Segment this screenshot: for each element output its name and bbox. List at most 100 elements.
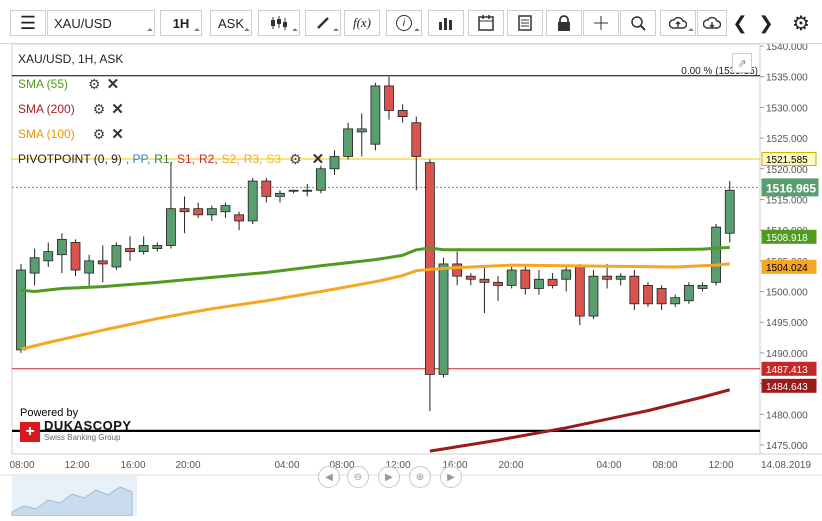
timeframe-select[interactable]: 1H: [160, 10, 202, 36]
bull-candle: [588, 275, 599, 317]
pivot-r1-label: R1,: [154, 152, 173, 166]
gear-icon: ⚙: [792, 12, 810, 35]
pivot-s2-label: S2,: [221, 152, 240, 166]
upload-button[interactable]: [660, 10, 696, 36]
bull-candle: [724, 189, 735, 234]
settings-button[interactable]: ⚙: [790, 10, 812, 36]
price-tag-label: 1516.965: [766, 181, 816, 195]
expand-chart-button[interactable]: ⇗: [732, 53, 752, 73]
dropdown-caret-icon: [244, 28, 250, 34]
sheet-button[interactable]: [507, 10, 543, 36]
next-page-button[interactable]: ▶: [440, 466, 462, 488]
dropdown-caret-icon: [194, 28, 200, 34]
chart-area[interactable]: 1475.0001480.0001485.0001490.0001495.000…: [0, 42, 822, 517]
bull-candle: [561, 269, 572, 280]
x-tick-label: 08:00: [9, 460, 34, 471]
x-tick-label: 08:00: [652, 460, 677, 471]
bear-candle: [384, 85, 394, 111]
indicator-pivotpoint[interactable]: PIVOTPOINT (0, 9) , PP, R1, S1, R2, S2, …: [18, 150, 328, 169]
candlestick-icon: [271, 16, 287, 30]
x-tick-label: 14.08.2019: [761, 460, 811, 471]
close-icon[interactable]: ✕: [311, 151, 325, 168]
toolbar: ☰ XAU/USD 1H ASK f(x) i: [0, 0, 822, 44]
crosshair-button[interactable]: [583, 10, 619, 36]
download-button[interactable]: [697, 10, 727, 36]
bull-candle: [275, 192, 285, 197]
next-page-icon: ▶: [447, 471, 455, 483]
indicator-sma200[interactable]: SMA (200) ⚙ ✕: [18, 100, 124, 119]
price-chart[interactable]: 1475.0001480.0001485.0001490.0001495.000…: [0, 42, 822, 517]
indicator-sma55[interactable]: SMA (55) ⚙ ✕: [18, 75, 120, 94]
bar-chart-button[interactable]: [428, 10, 464, 36]
brand-name: DUKASCOPY: [44, 418, 132, 433]
info-icon: i: [396, 15, 412, 31]
bar-chart-icon: [439, 18, 452, 30]
bear-candle: [193, 208, 204, 216]
menu-icon: ☰: [19, 12, 37, 33]
percent-change-label: 0.00 % (1535.15): [681, 66, 758, 77]
bear-candle: [452, 263, 463, 277]
calendar-button[interactable]: [468, 10, 504, 36]
bull-candle: [56, 238, 67, 256]
symbol-input[interactable]: XAU/USD: [47, 10, 155, 36]
close-icon[interactable]: ✕: [111, 101, 124, 118]
chevron-right-icon: ❯: [758, 12, 774, 33]
bull-candle: [152, 245, 163, 249]
y-tick-label: 1535.000: [766, 73, 808, 84]
chart-header: XAU/USD, 1H, ASK: [18, 52, 123, 66]
menu-button[interactable]: ☰: [10, 10, 46, 36]
download-icon: [703, 16, 721, 29]
y-tick-label: 1530.000: [766, 103, 808, 114]
scroll-right-button[interactable]: ❯: [756, 10, 776, 36]
gear-icon[interactable]: ⚙: [92, 125, 106, 142]
price-tag-label: 1521.585: [766, 155, 808, 166]
bull-candle: [683, 284, 694, 302]
x-tick-label: 04:00: [596, 460, 621, 471]
draw-icon: [317, 17, 329, 29]
price-tag-label: 1484.643: [766, 382, 808, 393]
gear-icon[interactable]: ⚙: [92, 100, 106, 117]
lock-button[interactable]: [546, 10, 582, 36]
bear-candle: [602, 275, 612, 280]
bear-candle: [656, 288, 667, 305]
gear-icon[interactable]: ⚙: [289, 150, 302, 167]
x-tick-label: 04:00: [274, 460, 299, 471]
lock-icon: [558, 15, 570, 31]
play-button[interactable]: ▶: [378, 466, 400, 488]
pivot-s1-label: S1,: [176, 152, 195, 166]
close-icon[interactable]: ✕: [106, 76, 120, 93]
symbol-label: XAU/USD: [54, 15, 112, 31]
zoom-out-button[interactable]: ⊖: [347, 466, 369, 488]
zoom-button[interactable]: [620, 10, 656, 36]
candlestick-button[interactable]: [258, 10, 300, 36]
function-button[interactable]: f(x): [344, 10, 380, 36]
x-tick-label: 16:00: [120, 460, 145, 471]
first-page-button[interactable]: ◀: [318, 466, 340, 488]
scroll-left-button[interactable]: ❮: [730, 10, 750, 36]
bear-candle: [125, 248, 135, 253]
close-icon[interactable]: ✕: [111, 126, 124, 143]
crosshair-icon: [594, 16, 608, 30]
zoom-icon: [631, 16, 646, 31]
bull-candle: [506, 269, 517, 286]
x-tick-label: 12:00: [385, 460, 410, 471]
bear-candle: [234, 214, 244, 222]
draw-button[interactable]: [305, 10, 341, 36]
zoom-in-button[interactable]: ⊕: [409, 466, 431, 488]
indicator-sma100[interactable]: SMA (100) ⚙ ✕: [18, 125, 124, 144]
price-side-select[interactable]: ASK: [210, 10, 252, 36]
price-tag-bg: [761, 361, 817, 376]
bull-candle: [329, 156, 340, 170]
pivot-s3-label: S3: [266, 152, 282, 166]
bull-candle: [220, 205, 231, 213]
y-tick-label: 1515.000: [766, 195, 808, 206]
bull-candle: [247, 180, 258, 222]
y-tick-label: 1520.000: [766, 165, 808, 176]
y-tick-label: 1490.000: [766, 349, 808, 360]
chevron-left-icon: ❮: [732, 12, 748, 33]
dropdown-caret-icon: [688, 28, 694, 34]
info-button[interactable]: i: [386, 10, 422, 36]
bull-candle: [534, 278, 544, 289]
gear-icon[interactable]: ⚙: [88, 75, 101, 92]
bear-candle: [261, 180, 272, 197]
